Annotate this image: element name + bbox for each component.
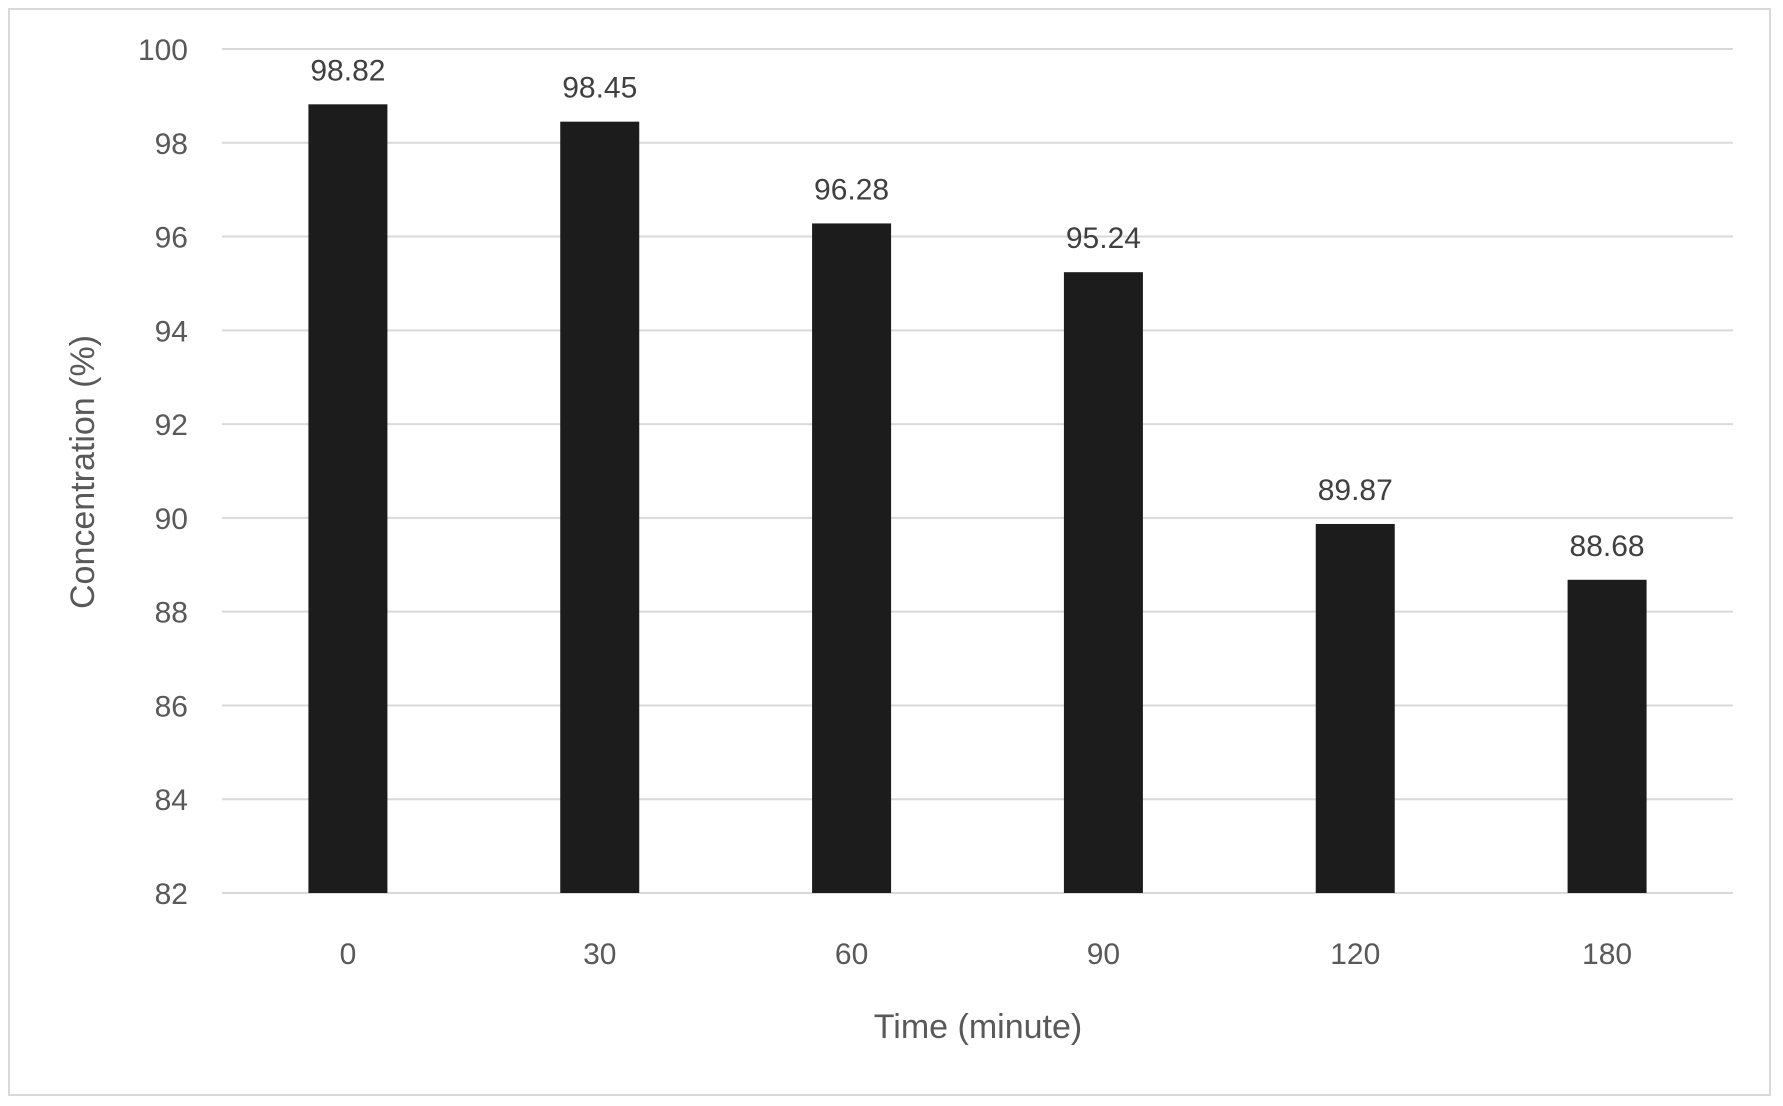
y-tick-label-86: 86 — [155, 690, 188, 723]
data-label-30: 98.45 — [562, 72, 637, 105]
data-label-90: 95.24 — [1066, 222, 1141, 255]
y-tick-label-94: 94 — [155, 315, 188, 348]
bar-60 — [812, 223, 892, 894]
y-tick-label-84: 84 — [155, 784, 188, 817]
data-label-180: 88.68 — [1570, 530, 1645, 563]
bars — [308, 104, 1647, 894]
x-tick-label-180: 180 — [1582, 938, 1632, 971]
data-label-120: 89.87 — [1318, 474, 1393, 507]
x-axis-ticks: 0 30 60 90 120 180 — [340, 938, 1633, 971]
y-tick-label-92: 92 — [155, 409, 188, 442]
y-tick-label-98: 98 — [155, 128, 188, 161]
x-tick-label-0: 0 — [340, 938, 357, 971]
y-tick-label-82: 82 — [155, 878, 188, 911]
data-label-0: 98.82 — [310, 54, 385, 87]
y-axis-ticks: 82 84 86 88 90 92 94 96 98 100 — [138, 34, 188, 911]
x-axis-title: Time (minute) — [874, 1008, 1082, 1046]
x-tick-label-60: 60 — [835, 938, 868, 971]
x-tick-label-90: 90 — [1087, 938, 1120, 971]
y-tick-label-88: 88 — [155, 597, 188, 630]
data-label-60: 96.28 — [814, 173, 889, 206]
bar-0 — [308, 104, 388, 894]
y-tick-label-100: 100 — [138, 34, 188, 67]
y-axis-title: Concentration (%) — [64, 335, 102, 609]
bar-30 — [560, 121, 640, 893]
data-labels: 98.82 98.45 96.28 95.24 89.87 88.68 — [310, 54, 1644, 562]
bar-120 — [1315, 523, 1395, 893]
y-tick-label-90: 90 — [155, 503, 188, 536]
bar-180 — [1567, 579, 1647, 893]
y-tick-label-96: 96 — [155, 222, 188, 255]
bar-90 — [1063, 272, 1143, 893]
x-tick-label-120: 120 — [1330, 938, 1380, 971]
x-tick-label-30: 30 — [583, 938, 616, 971]
gridlines — [222, 48, 1733, 894]
